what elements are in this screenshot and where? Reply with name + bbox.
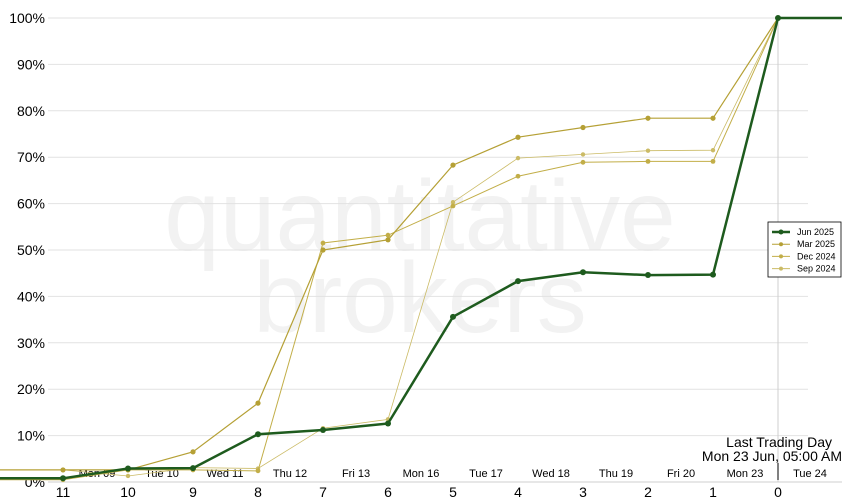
data-point: [190, 449, 196, 455]
data-point: [450, 200, 456, 205]
data-point: [255, 431, 261, 438]
x-tick-label: 3: [579, 484, 587, 500]
day-label: Wed 18: [532, 468, 570, 480]
data-point: [320, 247, 326, 253]
x-tick-label: 6: [384, 484, 392, 500]
gridlines: [48, 17, 842, 483]
data-point: [60, 475, 66, 482]
data-point: [515, 278, 521, 285]
y-tick-label: 60%: [17, 196, 45, 212]
series-line-mar-2025: [0, 17, 842, 471]
day-label: Tue 10: [145, 468, 179, 480]
x-tick-label: 5: [449, 484, 457, 500]
x-tick-label: 7: [319, 484, 327, 500]
data-point: [710, 115, 716, 121]
series-lines: [0, 15, 842, 483]
x-tick-label: 1: [709, 484, 717, 500]
watermark-line-2: brokers: [253, 242, 586, 354]
x-tick-label: 11: [56, 484, 71, 500]
y-tick-label: 70%: [17, 149, 45, 165]
day-label: Tue 17: [469, 468, 503, 480]
data-point: [125, 465, 131, 472]
legend-label: Jun 2025: [797, 227, 834, 237]
data-point: [515, 173, 521, 179]
data-point: [515, 155, 521, 161]
legend-label: Dec 2024: [797, 251, 836, 261]
data-point: [385, 232, 391, 238]
y-tick-label: 90%: [17, 56, 45, 72]
x-tick-label: 9: [189, 484, 197, 500]
x-tick-label: 4: [514, 484, 522, 500]
data-point: [255, 400, 261, 406]
data-point: [385, 420, 391, 427]
series-line-jun-2025: [0, 16, 842, 480]
annotation-line-2: Mon 23 Jun, 05:00 AM: [702, 448, 842, 464]
y-tick-label: 20%: [17, 381, 45, 397]
data-point: [125, 473, 131, 479]
data-point: [255, 468, 261, 474]
y-tick-label: 40%: [17, 288, 45, 304]
day-labels: Mon 09 Tue 10 Wed 11 Thu 12 Fri 13 Mon 16 Tue …: [79, 468, 827, 480]
day-label: Fri 20: [667, 468, 695, 480]
x-tick-label: 10: [120, 484, 136, 500]
day-label: Tue 24: [793, 468, 827, 480]
data-point: [385, 237, 391, 243]
data-point: [580, 124, 586, 131]
day-label: Fri 13: [342, 468, 370, 480]
x-tick-label: 8: [254, 484, 262, 500]
data-point: [710, 148, 716, 153]
y-tick-label: 0%: [25, 474, 45, 490]
last-trading-day-annotation: Last Trading Day Mon 23 Jun, 05:00 AM: [702, 434, 842, 480]
legend-label: Sep 2024: [797, 264, 836, 274]
x-tick-label: 0: [774, 484, 782, 500]
data-point: [580, 152, 586, 157]
y-tick-label: 10%: [17, 428, 45, 444]
y-tick-label: 30%: [17, 335, 45, 351]
data-point: [450, 162, 456, 168]
data-point: [320, 427, 326, 434]
x-axis-ticks: 11 10 9 8 7 6 5 4 3 2 1 0: [56, 484, 782, 500]
data-point: [645, 158, 651, 164]
day-label: Thu 19: [599, 468, 633, 480]
data-point: [450, 203, 456, 209]
legend: Jun 2025 Mar 2025 Dec 2024 Sep 2024: [767, 221, 842, 278]
data-point: [320, 240, 326, 246]
data-point: [515, 134, 521, 140]
data-point: [645, 272, 651, 279]
legend-marker: [779, 242, 783, 247]
watermark-line-1: quantitative: [164, 160, 675, 272]
day-label: Mon 23: [727, 468, 764, 480]
x-tick-label: 2: [644, 484, 652, 500]
data-point: [450, 313, 456, 320]
data-point: [645, 115, 651, 121]
data-point: [580, 269, 586, 276]
data-point: [190, 465, 196, 472]
series-line-dec-2024: [0, 17, 842, 481]
legend-marker: [779, 266, 783, 271]
y-tick-label: 80%: [17, 103, 45, 119]
legend-marker: [779, 254, 783, 259]
watermark: quantitative brokers: [164, 160, 675, 354]
y-axis-ticks: 0% 10% 20% 30% 40% 50% 60% 70% 80% 90% 100%: [9, 10, 45, 490]
series-line-sep-2024: [0, 17, 842, 477]
data-point: [580, 159, 586, 165]
data-point: [710, 158, 716, 164]
data-point: [645, 148, 651, 153]
y-tick-label: 100%: [9, 10, 45, 26]
day-label: Mon 16: [403, 468, 440, 480]
legend-label: Mar 2025: [797, 239, 835, 249]
annotation-line-1: Last Trading Day: [726, 434, 832, 450]
data-point: [775, 15, 781, 21]
day-label: Thu 12: [273, 468, 307, 480]
data-point: [710, 271, 716, 278]
legend-marker: [778, 229, 784, 235]
y-tick-label: 50%: [17, 242, 45, 258]
data-point: [60, 467, 66, 473]
